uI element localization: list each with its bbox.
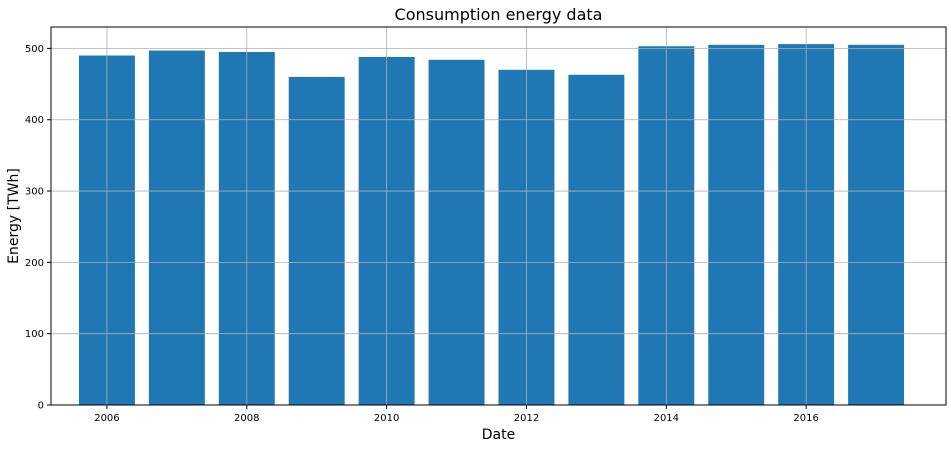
bar-2015 [708, 44, 765, 405]
x-tick-label: 2010 [374, 413, 399, 424]
x-tick-label: 2012 [514, 413, 539, 424]
y-tick-label: 300 [25, 187, 44, 198]
x-tick-label: 2008 [234, 413, 259, 424]
y-tick-label: 500 [25, 44, 44, 55]
bar-2009 [288, 76, 345, 406]
chart-title: Consumption energy data [395, 5, 603, 24]
y-tick-label: 100 [25, 329, 44, 340]
bar-2017 [848, 44, 905, 405]
x-tick-label: 2014 [654, 413, 679, 424]
x-tick-label: 2006 [94, 413, 119, 424]
y-axis-label: Energy [TWh] [6, 168, 22, 264]
bar-2011 [428, 59, 485, 406]
bar-2013 [568, 74, 625, 405]
y-tick-label: 200 [25, 258, 44, 269]
x-axis-ticks: 2006 2008 2010 2012 2014 2016 [94, 405, 819, 424]
x-tick-label: 2016 [793, 413, 818, 424]
y-tick-label: 0 [38, 401, 44, 412]
plot-frame [50, 26, 947, 406]
y-tick-label: 400 [25, 115, 44, 126]
x-axis-label: Date [482, 427, 515, 443]
bar-2007 [148, 50, 205, 405]
y-axis-ticks: 0 100 200 300 400 500 [25, 44, 51, 412]
